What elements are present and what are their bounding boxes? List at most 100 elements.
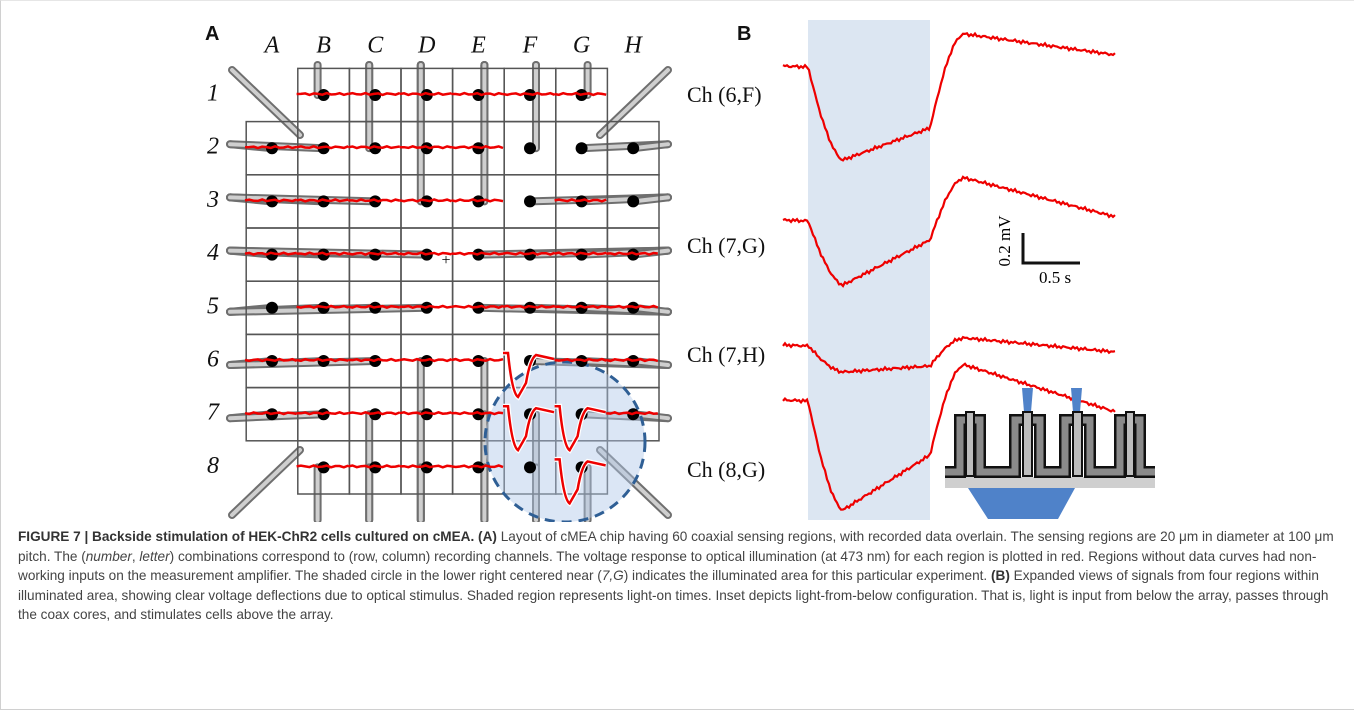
trace: [554, 404, 606, 452]
electrode: [575, 142, 588, 155]
scale-bar: [1021, 233, 1080, 265]
trace: [244, 198, 298, 203]
electrode: [524, 142, 536, 155]
electrode: [420, 461, 433, 474]
trace: [451, 144, 504, 150]
figure-caption: FIGURE 7 | Backside stimulation of HEK-C…: [18, 527, 1340, 625]
trace: [451, 464, 504, 469]
trace: [606, 410, 658, 416]
trace: [554, 251, 607, 256]
trace: [554, 198, 607, 203]
channel-label: Ch (8,G): [687, 457, 765, 482]
signal-trace: [782, 335, 1116, 375]
caption-text: ) indicates the illuminated area for thi…: [623, 568, 988, 583]
electrode: [575, 301, 588, 314]
column-label: B: [316, 33, 331, 59]
electrode: [524, 461, 536, 474]
trace: [244, 144, 297, 150]
signal-traces: [782, 31, 1116, 511]
trace: [347, 91, 401, 97]
trace: [451, 91, 504, 97]
trace: [451, 198, 504, 203]
electrode: [627, 248, 640, 261]
column-label: C: [367, 33, 384, 59]
electrode: [627, 142, 640, 155]
panel-label: B: [737, 23, 751, 45]
trace: [399, 410, 452, 416]
trace: [296, 198, 349, 203]
electrode: [369, 461, 382, 474]
wire-core: [230, 448, 302, 517]
substrate: [945, 477, 1155, 488]
caption-title: FIGURE 7 | Backside stimulation of HEK-C…: [18, 529, 475, 544]
trace: [605, 357, 659, 363]
wire-core: [230, 68, 302, 137]
trace: [399, 304, 452, 310]
column-label: F: [522, 33, 538, 59]
coax-shield: [945, 416, 1155, 476]
wire-core: [598, 68, 670, 137]
signal-trace: [782, 31, 1116, 162]
signal-trace: [782, 362, 1116, 511]
column-label: E: [470, 33, 486, 59]
light-cone: [968, 488, 1075, 519]
caption-text: letter: [139, 548, 170, 564]
trace: [348, 198, 401, 203]
column-label: H: [624, 33, 644, 59]
electrode: [575, 248, 588, 261]
trace: [399, 198, 452, 203]
trace: [503, 404, 555, 452]
row-label: 4: [207, 240, 219, 266]
wire-core: [228, 359, 378, 367]
figure: + A A B C D E F G H 1 2 3 4 5 6 7 8 B Ch (6,F) Ch (7,G…: [205, 20, 1155, 522]
row-label: 2: [207, 134, 219, 160]
electrode: [266, 248, 278, 261]
channel-label: Ch (7,H): [687, 342, 765, 367]
trace: [451, 357, 504, 363]
trace: [296, 464, 349, 469]
caption-text: ) combinations correspond to (row, colum…: [18, 548, 1317, 584]
row-label: 7: [207, 400, 220, 426]
electrode: [472, 408, 485, 421]
caption-text: 7,G: [601, 568, 624, 583]
caption-text: Expanded views of signals from four regi…: [18, 568, 1329, 622]
trace: [503, 351, 555, 399]
trace: [347, 410, 401, 416]
channel-label: Ch (7,G): [687, 233, 765, 258]
electrode: [524, 301, 536, 314]
trace: [606, 251, 658, 256]
column-label: A: [263, 33, 280, 59]
scale-y-label: 0.2 mV: [995, 215, 1014, 267]
caption-panel-ref: (A): [478, 529, 497, 544]
trace: [347, 251, 401, 256]
column-label: G: [573, 33, 590, 59]
trace: [347, 144, 401, 150]
row-label: 5: [207, 293, 219, 319]
electrode: [627, 195, 640, 208]
row-label: 1: [207, 81, 219, 107]
light-beam: [1071, 388, 1082, 412]
row-label: 3: [206, 187, 219, 213]
electrode: [420, 408, 433, 421]
coax-core: [1072, 411, 1083, 477]
trace: [296, 251, 349, 256]
column-labels: A B C D E F G H: [263, 33, 644, 59]
trace: [399, 144, 452, 150]
signal-trace: [782, 175, 1116, 288]
trace: [451, 410, 504, 416]
trace: [554, 304, 607, 310]
trace: [399, 91, 452, 97]
trace: [502, 251, 556, 256]
row-label: 8: [207, 453, 219, 479]
trace: [606, 304, 659, 310]
trace: [451, 304, 504, 310]
trace: [399, 357, 452, 363]
recorded-traces: [244, 91, 659, 507]
caption-text: number: [85, 548, 132, 564]
trace: [296, 357, 349, 363]
trace: [296, 410, 349, 416]
row-labels: 1 2 3 4 5 6 7 8: [206, 81, 220, 479]
trace: [296, 304, 349, 310]
trace: [554, 91, 607, 97]
